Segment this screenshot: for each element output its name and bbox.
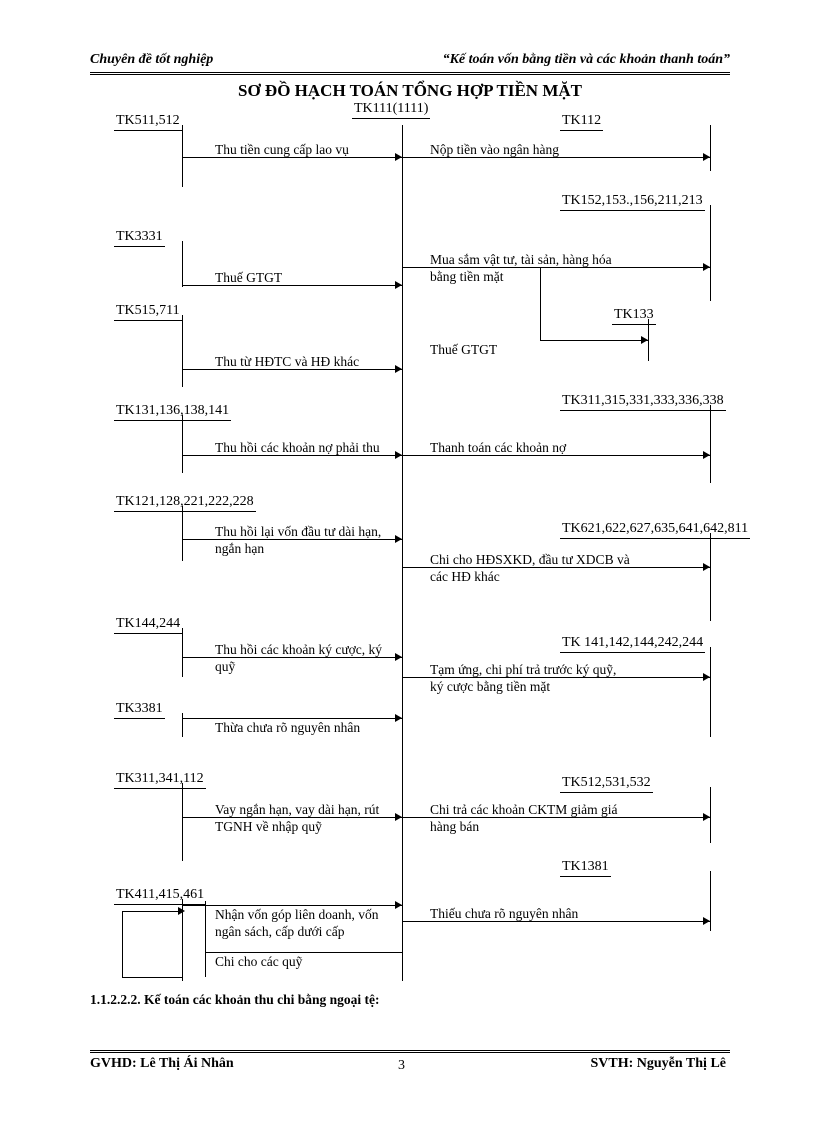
account-vline xyxy=(182,783,183,861)
account-label: TK511,512 xyxy=(114,113,182,131)
account-vline xyxy=(648,319,649,361)
flow-arrow xyxy=(395,153,402,161)
flow-arrow xyxy=(703,813,710,821)
inner-loop-h2 xyxy=(122,911,182,912)
flow-label: Thanh toán các khoản nợ xyxy=(430,439,630,456)
page-header-block: Chuyên đề tốt nghiệp “Kế toán vốn bằng t… xyxy=(90,52,730,1021)
account-vline xyxy=(710,533,711,621)
flow-arrow xyxy=(395,714,402,722)
flow-label: Thu từ HĐTC và HĐ khác xyxy=(215,353,395,370)
flow-label: Thiếu chưa rõ nguyên nhân xyxy=(430,905,630,922)
account-vline xyxy=(710,787,711,843)
flow-label: Nộp tiền vào ngân hàng xyxy=(430,141,630,158)
account-label: TK311,341,112 xyxy=(114,771,206,789)
inner-loop-v2 xyxy=(122,911,123,977)
flow-arrow xyxy=(703,563,710,571)
flow-arrow xyxy=(395,451,402,459)
flow-arrow xyxy=(703,917,710,925)
account-vline xyxy=(182,315,183,387)
flow-label: Thuế GTGT xyxy=(430,341,630,358)
account-label: TK133 xyxy=(612,307,656,325)
account-vline xyxy=(182,628,183,677)
header-right: “Kế toán vốn bằng tiền và các khoản than… xyxy=(443,52,730,68)
flow-label: Vay ngắn hạn, vay dài hạn, rút TGNH về n… xyxy=(215,801,395,835)
flow-arrow xyxy=(703,451,710,459)
account-vline xyxy=(182,506,183,561)
account-label: TK1381 xyxy=(560,859,611,877)
account-label: TK311,315,331,333,336,338 xyxy=(560,393,726,411)
account-vline xyxy=(710,405,711,483)
account-label: TK411,415,461 xyxy=(114,887,206,905)
flow-arrow xyxy=(395,901,402,909)
account-vline xyxy=(710,647,711,737)
flow-label: Thu tiền cung cấp lao vụ xyxy=(215,141,395,158)
flow-arrow xyxy=(395,535,402,543)
account-vline xyxy=(182,241,183,287)
flow-label: Thu hồi lại vốn đầu tư dài hạn, ngắn hạn xyxy=(215,523,395,557)
account-vline xyxy=(710,205,711,301)
flow-label: Nhận vốn góp liên doanh, vốn ngân sách, … xyxy=(215,906,395,940)
flow-label: Thu hồi các khoản nợ phải thu xyxy=(215,439,395,456)
flow-label: Chi cho HĐSXKD, đầu tư XDCB và các HĐ kh… xyxy=(430,551,630,585)
account-label: TK144,244 xyxy=(114,616,182,634)
account-vline xyxy=(182,713,183,737)
account-label: TK131,136,138,141 xyxy=(114,403,231,421)
account-label: TK512,531,532 xyxy=(560,775,653,793)
flow-arrow xyxy=(395,281,402,289)
header-left: Chuyên đề tốt nghiệp xyxy=(90,52,213,67)
account-label: TK152,153.,156,211,213 xyxy=(560,193,705,211)
flow-arrow xyxy=(703,673,710,681)
flow-arrow xyxy=(395,653,402,661)
account-label: TK121,128,221,222,228 xyxy=(114,494,256,512)
flow-arrow xyxy=(395,813,402,821)
footer-left: GVHD: Lê Thị Ái Nhân xyxy=(90,1056,234,1072)
flow-label: Chi cho các quỹ xyxy=(215,953,395,970)
account-label: TK 141,142,144,242,244 xyxy=(560,635,705,653)
account-label: TK112 xyxy=(560,113,603,131)
branch-vline xyxy=(540,267,541,340)
account-vline xyxy=(182,415,183,473)
account-label: TK621,622,627,635,641,642,811 xyxy=(560,521,750,539)
flow-label: Tạm ứng, chi phí trả trước ký quỹ, ký cư… xyxy=(430,661,630,695)
flow-arrow xyxy=(395,365,402,373)
flow-arrow xyxy=(703,153,710,161)
flow-label: Chi trả các khoản CKTM giảm giá hàng bán xyxy=(430,801,630,835)
page-number: 3 xyxy=(398,1058,405,1074)
header-rule xyxy=(90,72,730,75)
inner-loop-h1 xyxy=(122,977,182,978)
inner-loop-v xyxy=(205,901,206,977)
account-label: TK3331 xyxy=(114,229,165,247)
account-label: TK515,711 xyxy=(114,303,182,321)
flow-label: Thừa chưa rõ nguyên nhân xyxy=(215,719,395,736)
t-account-diagram: TK111(1111) TK511,512 TK3331 TK515,711 TK13… xyxy=(90,101,730,1021)
account-vline xyxy=(710,871,711,931)
flow-label: Thuế GTGT xyxy=(215,269,395,286)
footer-right: SVTH: Nguyễn Thị Lê xyxy=(591,1056,727,1072)
flow-arrow xyxy=(641,336,648,344)
footer-rule xyxy=(90,1050,730,1053)
flow-arrow xyxy=(703,263,710,271)
account-vline xyxy=(710,125,711,171)
flow-shaft xyxy=(205,952,402,953)
inner-loop-arrow xyxy=(178,907,185,915)
center-account: TK111(1111) xyxy=(352,101,430,119)
section-heading: 1.1.2.2.2. Kế toán các khoản thu chi bằn… xyxy=(90,992,730,1008)
center-vline xyxy=(402,125,403,981)
account-label: TK3381 xyxy=(114,701,165,719)
flow-label: Thu hồi các khoản ký cược, ký quỹ xyxy=(215,641,395,675)
account-vline xyxy=(182,125,183,187)
flow-label: Mua sắm vật tư, tài sản, hàng hóa bằng t… xyxy=(430,251,630,285)
diagram-title: SƠ ĐỒ HẠCH TOÁN TỔNG HỢP TIỀN MẶT xyxy=(90,81,730,101)
